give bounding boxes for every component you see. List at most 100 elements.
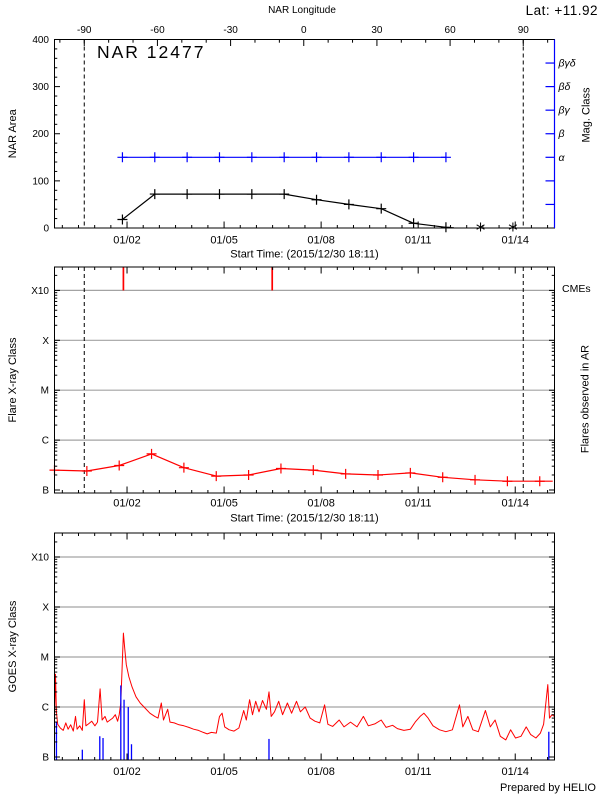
mag-class-label: βδ [558, 81, 571, 93]
date-tick-label: 01/11 [405, 235, 432, 247]
yaxis-title: NAR Area [7, 108, 19, 158]
plus-marker [311, 152, 322, 163]
flares-observed-label: Flares observed in AR [580, 345, 592, 453]
yaxis-tick-label: X10 [31, 286, 49, 297]
plus-marker [246, 189, 257, 200]
date-tick-label: 01/05 [210, 498, 238, 510]
yaxis-tick-label: 200 [32, 129, 49, 140]
plus-marker [440, 152, 451, 163]
mag-class-label: βγδ [558, 58, 576, 70]
plus-marker [214, 189, 225, 200]
plus-marker [279, 189, 290, 200]
date-tick-label: 01/05 [210, 766, 238, 778]
plus-marker [376, 203, 387, 214]
date-tick-label: 01/11 [405, 498, 432, 510]
lon-tick-label: -90 [77, 25, 92, 36]
plus-marker [81, 466, 92, 477]
credit-label: Prepared by HELIO [500, 782, 596, 794]
yaxis-tick-label: C [42, 436, 49, 447]
start-time-label: Start Time: (2015/12/30 18:11) [230, 513, 378, 525]
goes_flux_curve [54, 632, 555, 741]
plus-marker [275, 463, 286, 474]
yaxis-tick-label: X [42, 336, 49, 347]
date-tick-label: 01/14 [501, 766, 529, 778]
plus-marker [114, 460, 125, 471]
date-tick-label: 01/11 [405, 766, 432, 778]
date-tick-label: 01/08 [307, 498, 335, 510]
lon-tick-label: 30 [371, 25, 383, 36]
yaxis-tick-label: B [42, 753, 49, 764]
yaxis-tick-label: M [41, 386, 49, 397]
yaxis-tick-label: B [42, 486, 49, 497]
yaxis-title: Flare X-ray Class [7, 337, 19, 422]
plus-marker [437, 472, 448, 483]
plus-marker [243, 469, 254, 480]
plus-marker [502, 476, 513, 487]
date-tick-label: 01/08 [307, 235, 335, 247]
start-time-label: Start Time: (2015/12/30 18:11) [230, 249, 378, 261]
plus-marker [408, 218, 419, 229]
plus-marker [405, 467, 416, 478]
latitude-label: Lat: +11.92 [525, 3, 598, 18]
plus-marker [308, 465, 319, 476]
cmes-label: CMEs [562, 283, 591, 295]
yaxis-tick-label: 400 [32, 35, 49, 46]
plus-marker [178, 462, 189, 473]
yaxis-tick-label: M [41, 653, 49, 664]
date-tick-label: 01/02 [113, 235, 141, 247]
lon-axis-title: NAR Longitude [268, 5, 336, 16]
plus-marker [534, 476, 545, 487]
plus-marker [149, 152, 160, 163]
plus-marker [117, 214, 128, 225]
yaxis-tick-label: 300 [32, 82, 49, 93]
mag-class-label: α [559, 152, 566, 164]
flare-panel-annotations: CMEs Flares observed in AR [562, 283, 592, 453]
yaxis-tick-label: 0 [43, 224, 49, 235]
lon-tick-label: 0 [301, 25, 307, 36]
plus-marker [246, 152, 257, 163]
panel-title: NAR 12477 [97, 42, 206, 62]
plus-marker [343, 152, 354, 163]
lon-tick-label: 90 [518, 25, 530, 36]
yaxis-tick-label: X10 [31, 553, 49, 564]
mag-class-axis: βγδ βδ βγ βα Mag. Class [545, 39, 593, 228]
date-tick-label: 01/14 [501, 498, 529, 510]
lon-tick-label: -30 [223, 25, 238, 36]
plus-marker [117, 152, 128, 163]
lon-tick-label: 60 [445, 25, 457, 36]
nar_area-panel: 01/02 01/05 01/08 01/11 01/14 Start Time: (20… [7, 35, 555, 261]
plus-marker [211, 471, 222, 482]
plus-marker [149, 189, 160, 200]
plus-marker [343, 199, 354, 210]
plus-marker [376, 152, 387, 163]
mag-axis-title: Mag. Class [581, 87, 593, 143]
nar-longitude-axis: -90 -60 -30 0 30 60 90 NAR Longitude [59, 5, 549, 46]
plus-marker [440, 222, 451, 233]
mag-class-label: βγ [558, 105, 571, 117]
date-tick-label: 01/02 [113, 766, 141, 778]
plus-marker [470, 474, 481, 485]
plus-marker [146, 448, 157, 459]
plus-marker [340, 468, 351, 479]
date-tick-label: 01/05 [210, 235, 238, 247]
date-tick-label: 01/08 [307, 766, 335, 778]
yaxis-title: GOES X-ray Class [7, 600, 19, 692]
yaxis-tick-label: 100 [32, 176, 49, 187]
plus-marker [279, 152, 290, 163]
yaxis-tick-label: C [42, 703, 49, 714]
plus-marker [408, 152, 419, 163]
date-tick-label: 01/02 [113, 498, 141, 510]
date-tick-label: 01/14 [501, 235, 529, 247]
plus-marker [182, 152, 193, 163]
yaxis-tick-label: X [42, 603, 49, 614]
mag-class-label: β [558, 128, 565, 140]
nar_area_curve [122, 193, 455, 229]
plus-marker [182, 189, 193, 200]
flare_xray-panel: 01/02 01/05 01/08 01/11 01/14 Start Time: (20… [7, 266, 555, 525]
goes_xray-panel: 01/02 01/05 01/08 01/11 01/14 B C M X X10 GOES X-r… [7, 532, 555, 778]
lon-tick-label: -60 [150, 25, 165, 36]
plus-marker [373, 469, 383, 480]
